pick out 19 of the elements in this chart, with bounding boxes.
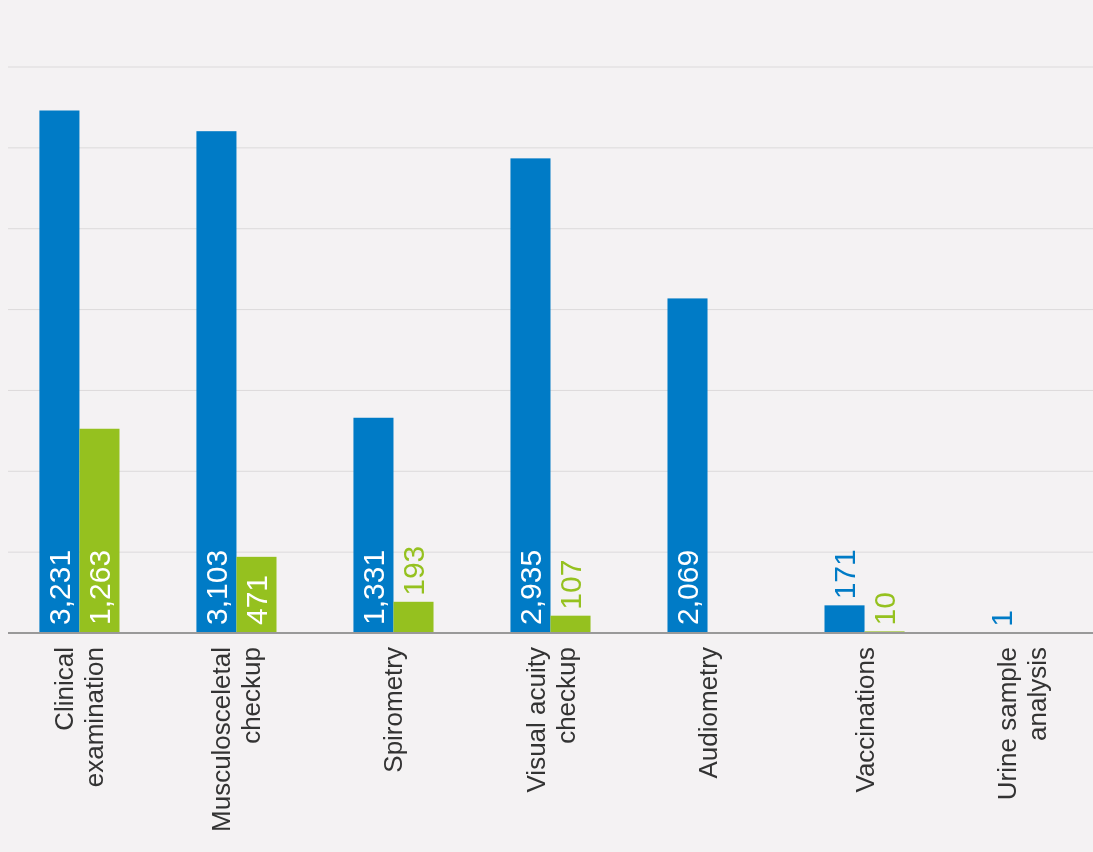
data-label: 193 bbox=[397, 545, 431, 596]
data-label: 471 bbox=[240, 574, 274, 625]
x-tick-label: Visual acuity checkup bbox=[520, 647, 581, 793]
data-label: 3,103 bbox=[200, 549, 234, 625]
data-label: 171 bbox=[828, 549, 862, 600]
x-tick-label: Musculosceletal checkup bbox=[206, 647, 267, 832]
data-label: 3,231 bbox=[43, 549, 77, 625]
data-label: 10 bbox=[868, 592, 902, 626]
data-label: 1,263 bbox=[83, 549, 117, 625]
data-label: 107 bbox=[554, 559, 588, 610]
data-label: 2,069 bbox=[671, 549, 705, 625]
x-tick-label: Clinical examination bbox=[49, 647, 110, 788]
data-label: 1,331 bbox=[357, 549, 391, 625]
x-tick-label: Spirometry bbox=[378, 647, 409, 773]
x-tick-label: Audiometry bbox=[692, 647, 723, 779]
data-label: 1 bbox=[985, 610, 1019, 627]
x-tick-label: Urine sample analysis bbox=[991, 647, 1052, 801]
x-tick-label: Vaccinations bbox=[849, 647, 880, 793]
data-label: 2,935 bbox=[514, 549, 548, 625]
